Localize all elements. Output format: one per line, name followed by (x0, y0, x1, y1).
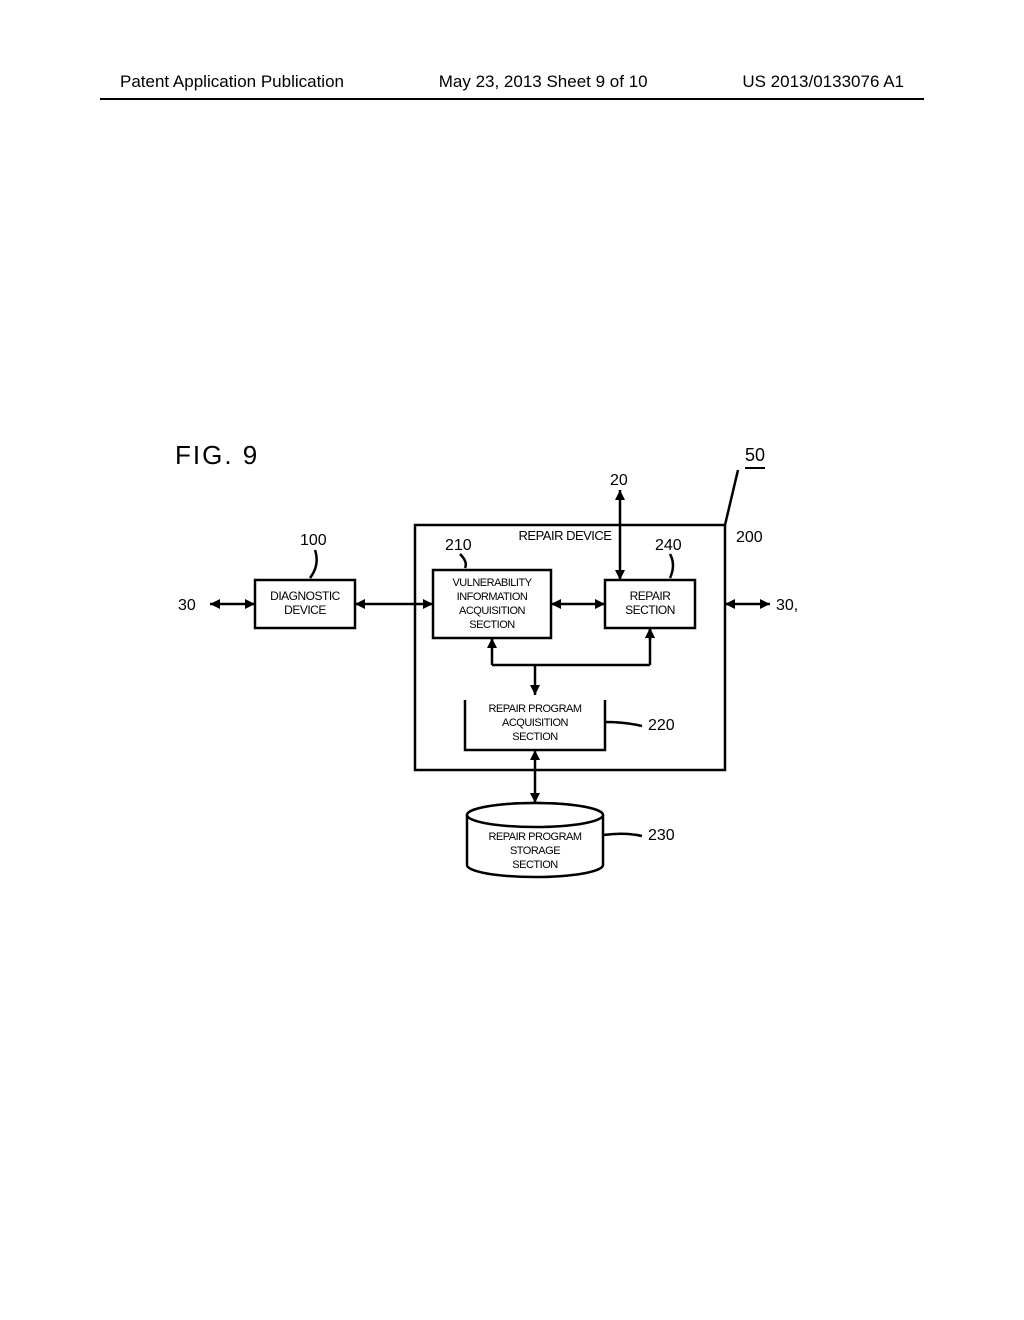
label-30: 30 (178, 597, 196, 614)
leader-system-ref (725, 470, 738, 525)
label-220: 220 (648, 717, 675, 734)
label-240: 240 (655, 537, 682, 554)
block-diagram: REPAIR DEVICE DIAGNOSTIC DEVICE VULNERAB… (160, 470, 800, 920)
header-right: US 2013/0133076 A1 (742, 72, 904, 92)
vuln-text-3: ACQUISITION (459, 605, 526, 617)
label-230: 230 (648, 827, 675, 844)
system-reference-label: 50 (745, 445, 765, 469)
repair-section-text-1: REPAIR (630, 589, 672, 603)
figure-title: FIG. 9 (175, 440, 259, 471)
repair-prog-store-cylinder: REPAIR PROGRAM STORAGE SECTION (467, 803, 603, 877)
header-left: Patent Application Publication (120, 72, 344, 92)
leader-100 (310, 550, 317, 578)
label-100: 100 (300, 532, 327, 549)
header-rule (100, 98, 924, 100)
diagnostic-device-text-2: DEVICE (284, 603, 326, 617)
patent-header: Patent Application Publication May 23, 2… (0, 72, 1024, 92)
label-30-40: 30, 40 (776, 597, 800, 614)
rps-text-2: STORAGE (510, 845, 560, 857)
rps-text-3: SECTION (512, 859, 558, 871)
rpa-text-1: REPAIR PROGRAM (488, 703, 581, 715)
vuln-text-1: VULNERABILITY (452, 577, 532, 589)
leader-230 (603, 834, 642, 836)
repair-section-text-2: SECTION (625, 603, 675, 617)
rpa-text-3: SECTION (512, 731, 558, 743)
vuln-text-2: INFORMATION (457, 591, 528, 603)
label-210: 210 (445, 537, 472, 554)
label-200: 200 (736, 529, 763, 546)
leader-220 (605, 722, 642, 726)
repair-device-label: REPAIR DEVICE (519, 528, 613, 543)
vuln-text-4: SECTION (469, 619, 515, 631)
diagnostic-device-text-1: DIAGNOSTIC (270, 589, 341, 603)
rpa-text-2: ACQUISITION (502, 717, 569, 729)
header-center: May 23, 2013 Sheet 9 of 10 (439, 72, 648, 92)
leader-240 (670, 554, 673, 578)
leader-210 (460, 554, 466, 568)
rps-text-1: REPAIR PROGRAM (488, 831, 581, 843)
label-20: 20 (610, 472, 628, 489)
